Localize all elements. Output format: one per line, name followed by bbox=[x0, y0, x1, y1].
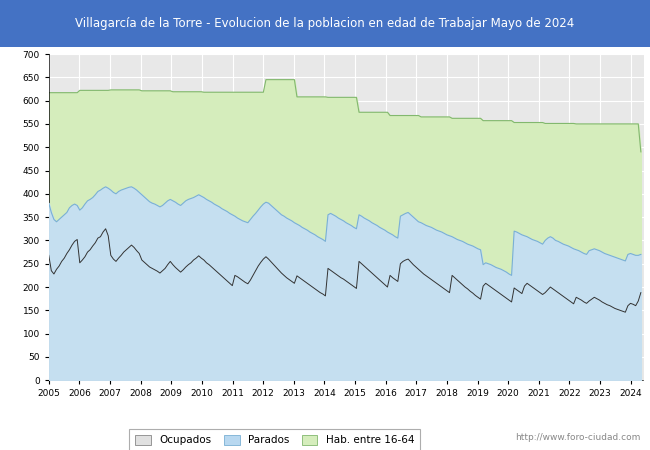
Legend: Ocupados, Parados, Hab. entre 16-64: Ocupados, Parados, Hab. entre 16-64 bbox=[129, 429, 421, 450]
Text: Villagarcía de la Torre - Evolucion de la poblacion en edad de Trabajar Mayo de : Villagarcía de la Torre - Evolucion de l… bbox=[75, 17, 575, 30]
Text: http://www.foro-ciudad.com: http://www.foro-ciudad.com bbox=[515, 433, 640, 442]
